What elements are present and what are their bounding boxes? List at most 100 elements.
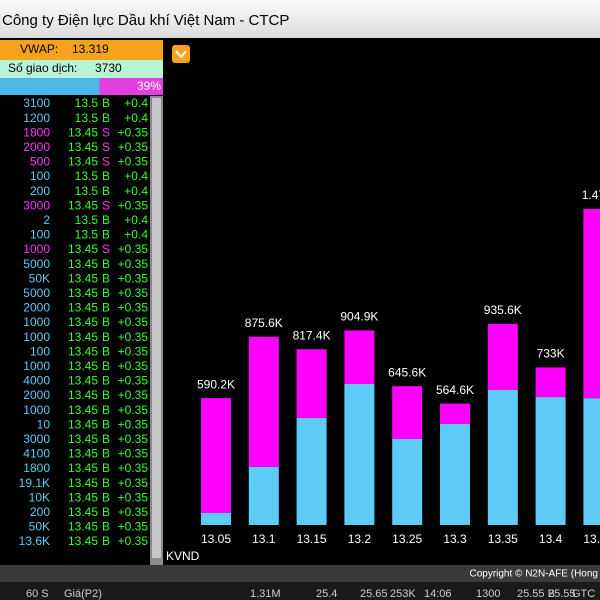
trade-change: +0.35: [118, 403, 149, 417]
trade-volume: 5000: [23, 286, 50, 300]
bottom-strip: [0, 582, 600, 600]
trade-side: B: [102, 96, 110, 110]
trade-change: +0.4: [124, 213, 148, 227]
trade-volume: 4000: [23, 374, 50, 388]
trade-volume: 1000: [23, 330, 50, 344]
scroll-thumb: [152, 98, 161, 558]
vwap-row: [0, 40, 163, 60]
trade-change: +0.35: [118, 432, 149, 446]
bar-total-label: 935.6K: [484, 303, 522, 317]
strip-text: 25.4: [316, 588, 337, 600]
trade-change: +0.4: [124, 96, 148, 110]
trade-change: +0.35: [118, 520, 149, 534]
trade-side: B: [102, 403, 110, 417]
trade-price: 13.45: [68, 461, 98, 475]
trade-side: B: [102, 344, 110, 358]
trade-side: B: [102, 359, 110, 373]
trade-volume: 2000: [23, 388, 50, 402]
trade-side: B: [102, 476, 110, 490]
trade-volume: 3000: [23, 198, 50, 212]
trade-price: 13.45: [68, 388, 98, 402]
vwap-value: 13.319: [72, 42, 109, 56]
trade-volume: 1200: [23, 111, 50, 125]
trade-price: 13.45: [68, 359, 98, 373]
trade-price: 13.45: [68, 257, 98, 271]
bar-segment: [487, 323, 518, 390]
trade-price: 13.45: [68, 374, 98, 388]
x-tick-label: 13.35: [488, 532, 518, 546]
trade-side: S: [102, 140, 110, 154]
trade-change: +0.35: [118, 447, 149, 461]
bar-segment: [296, 417, 327, 525]
bar-total-label: 645.6K: [388, 365, 426, 379]
trade-price: 13.45: [68, 432, 98, 446]
trade-price: 13.45: [68, 198, 98, 212]
window-title: Công ty Điện lực Dầu khí Việt Nam - CTCP: [2, 12, 289, 29]
bar-segment: [440, 403, 470, 424]
trade-side: B: [102, 374, 110, 388]
trade-price: 13.5: [75, 228, 99, 242]
trade-side: B: [102, 490, 110, 504]
strip-text: GTC: [572, 588, 595, 600]
trade-volume: 50K: [29, 271, 50, 285]
trade-price: 13.5: [75, 213, 99, 227]
trade-price: 13.45: [68, 417, 98, 431]
trade-change: +0.35: [118, 490, 149, 504]
trade-change: +0.35: [118, 271, 149, 285]
bar-total-label: 733K: [537, 347, 565, 361]
trade-side: S: [102, 125, 110, 139]
strip-text: 60 S: [26, 588, 49, 600]
trade-side: B: [102, 461, 110, 475]
trade-side: B: [102, 213, 110, 227]
trade-side: B: [102, 111, 110, 125]
progress-fill: [99, 78, 163, 95]
bar-segment: [201, 398, 231, 513]
strip-text: 253K: [390, 588, 416, 600]
trade-price: 13.45: [68, 125, 98, 139]
bar-total-label: 564.6K: [436, 383, 474, 397]
strip-text: 25.65: [360, 588, 388, 600]
trade-side: B: [102, 432, 110, 446]
trade-price: 13.45: [68, 271, 98, 285]
trade-change: +0.4: [124, 111, 148, 125]
bar-segment: [248, 466, 279, 525]
bar-segment: [344, 383, 375, 525]
dropdown-button[interactable]: [172, 45, 190, 63]
trade-volume: 1000: [23, 359, 50, 373]
trade-price: 13.45: [68, 344, 98, 358]
trade-change: +0.35: [118, 301, 149, 315]
trade-side: B: [102, 315, 110, 329]
status-bar: [0, 565, 600, 582]
trade-side: B: [102, 505, 110, 519]
trade-volume: 4100: [23, 447, 50, 461]
trade-side: B: [102, 286, 110, 300]
trade-side: B: [102, 257, 110, 271]
x-tick-label: 13.05: [201, 532, 231, 546]
trade-price: 13.5: [75, 184, 99, 198]
trade-volume: 10K: [29, 490, 50, 504]
trade-volume: 100: [30, 344, 50, 358]
trade-volume: 200: [30, 505, 50, 519]
vwap-label: VWAP:: [20, 42, 58, 56]
trade-side: B: [102, 520, 110, 534]
bar-segment: [487, 389, 518, 525]
trade-change: +0.4: [124, 169, 148, 183]
x-tick-label: 13.25: [392, 532, 422, 546]
trade-price: 13.45: [68, 286, 98, 300]
trade-volume: 100: [30, 169, 50, 183]
trade-change: +0.35: [118, 242, 149, 256]
trade-volume: 2: [43, 213, 50, 227]
progress-label: 39%: [137, 79, 161, 93]
bar-segment: [296, 349, 327, 418]
trade-side: B: [102, 447, 110, 461]
trade-side: B: [102, 184, 110, 198]
trade-change: +0.35: [118, 374, 149, 388]
trade-change: +0.35: [118, 155, 149, 169]
bar-segment: [201, 512, 231, 525]
trade-price: 13.45: [68, 403, 98, 417]
trade-volume: 19.1K: [19, 476, 50, 490]
trade-price: 13.45: [68, 505, 98, 519]
trade-side: S: [102, 155, 110, 169]
trade-price: 13.45: [68, 520, 98, 534]
trade-side: B: [102, 417, 110, 431]
